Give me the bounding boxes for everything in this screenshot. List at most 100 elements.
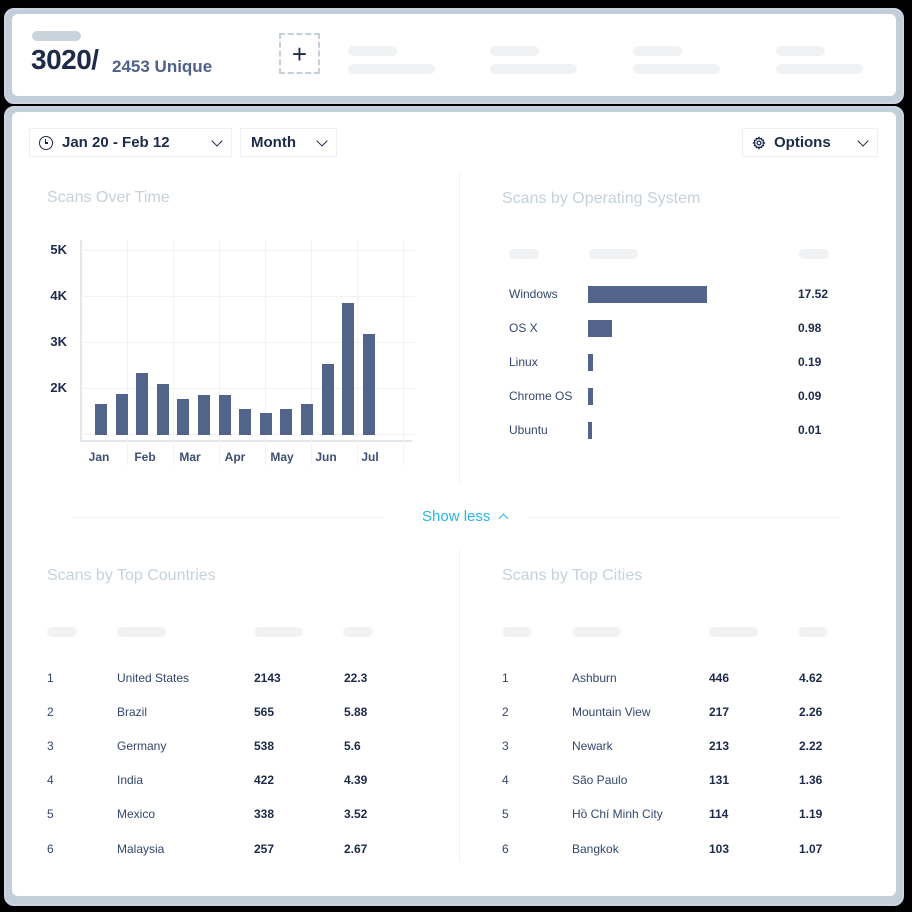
chart-bar[interactable] [363,333,375,435]
country-name: Malaysia [117,842,165,856]
granularity-dropdown[interactable]: Month [240,128,337,157]
options-dropdown[interactable]: Options [742,128,878,157]
chart-bar[interactable] [198,394,210,435]
chevron-down-icon [211,135,223,147]
chart-bar[interactable] [95,404,107,435]
date-range-dropdown[interactable]: Jan 20 - Feb 12 [29,128,232,157]
grid-line-vertical [127,240,128,465]
scan-percent: 1.19 [799,807,823,821]
show-less-label: Show less [422,508,491,525]
countries-header-placeholder-2 [117,627,166,637]
show-less-toggle[interactable]: Show less [422,508,509,525]
rank: 3 [502,739,509,753]
chart-bar[interactable] [301,404,313,435]
os-bar[interactable] [588,354,593,371]
cities-header-placeholder-4 [798,627,828,637]
rank: 5 [47,807,54,821]
countries-header-placeholder-1 [47,627,77,637]
rank: 3 [47,739,54,753]
countries-header-placeholder-3 [254,627,303,637]
scan-percent: 2.67 [344,842,368,856]
os-value: 0.98 [798,321,822,335]
divider-right [528,517,840,518]
total-scans-count: 3020/ [31,44,99,75]
x-tick-label: Mar [179,450,201,464]
main-card [12,112,896,896]
chart-bar[interactable] [219,394,231,435]
scan-count: 422 [254,773,275,787]
chart-bar[interactable] [136,372,148,435]
chart-bar[interactable] [239,408,251,435]
chevron-up-icon [498,513,509,524]
y-tick-4k: 4K [50,288,67,303]
x-axis [80,440,412,442]
scan-percent: 5.88 [344,705,368,719]
chevron-down-icon [316,135,328,147]
scan-count: 114 [709,807,729,821]
x-tick-label: May [270,450,294,464]
y-tick-3k: 3K [50,334,67,349]
scan-percent: 4.62 [799,671,823,685]
os-bar[interactable] [588,388,593,405]
granularity-value: Month [251,134,296,151]
scan-percent: 5.6 [344,739,361,753]
city-name: Hồ Chí Minh City [572,807,663,821]
chart-bar[interactable] [342,302,354,435]
os-bar[interactable] [588,422,592,439]
scan-count: 217 [709,705,730,719]
gear-icon [752,135,766,150]
scan-count: 103 [709,842,730,856]
chart-bar[interactable] [260,412,272,435]
os-name: Linux [509,355,538,369]
metric-placeholder-2-title [490,46,539,56]
grid-line-vertical [173,240,174,465]
city-name: Ashburn [572,671,617,685]
grid-line-horizontal [81,388,415,389]
y-tick-5k: 5K [50,242,67,257]
options-label: Options [774,134,831,151]
os-name: OS X [509,321,538,335]
grid-line-vertical [403,240,404,465]
rank: 6 [502,842,509,856]
scan-count: 213 [709,739,730,753]
metric-placeholder-2-value [490,64,577,74]
chart-bar[interactable] [157,384,169,435]
os-bar[interactable] [588,320,612,337]
city-name: Bangkok [572,842,619,856]
grid-line-vertical [357,240,358,465]
cities-header-placeholder-1 [502,627,532,637]
grid-line-horizontal [81,250,415,251]
rank: 4 [47,773,54,787]
chart-bar[interactable] [116,393,128,435]
scan-count: 131 [709,773,730,787]
chart-bar[interactable] [280,409,292,435]
os-name: Chrome OS [509,389,573,403]
scan-percent: 22.3 [344,671,368,685]
chart-bar[interactable] [177,399,189,435]
scans-over-time-title: Scans Over Time [47,189,170,206]
divider-left [72,517,384,518]
os-value: 17.52 [798,287,829,301]
cities-title: Scans by Top Cities [502,567,643,584]
x-tick-label: Jan [88,450,110,464]
metric-placeholder-3-title [633,46,682,56]
rank: 2 [47,705,54,719]
countries-title: Scans by Top Countries [47,567,216,584]
date-range-value: Jan 20 - Feb 12 [62,134,170,151]
cities-header-placeholder-3 [709,627,758,637]
scan-count: 338 [254,807,275,821]
chart-bar[interactable] [322,363,334,435]
os-bar[interactable] [588,286,707,303]
rank: 1 [47,671,54,685]
scan-percent: 1.07 [799,842,823,856]
os-value: 0.01 [798,423,822,437]
grid-line-horizontal [81,296,415,297]
rank: 2 [502,705,509,719]
unique-scans-count: 2453 Unique [112,57,213,76]
country-name: Germany [117,739,167,753]
country-name: Brazil [117,705,148,719]
metric-placeholder-4-title [776,46,825,56]
x-tick-label: Jul [361,450,379,464]
scan-count: 538 [254,739,275,753]
add-metric-button[interactable]: + [279,33,320,74]
